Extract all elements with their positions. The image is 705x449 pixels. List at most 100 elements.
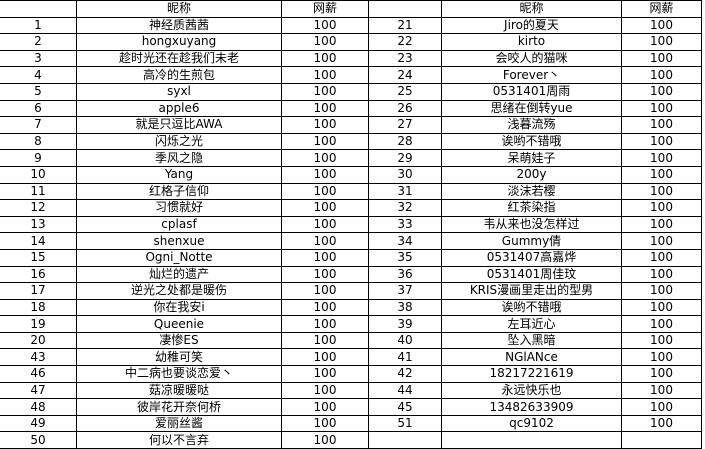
index-cell[interactable]: 40 xyxy=(368,331,442,350)
name-cell[interactable]: 彼岸花开奈何桥 xyxy=(76,398,282,416)
salary-cell[interactable]: 100 xyxy=(281,381,369,400)
name-cell[interactable]: shenxue xyxy=(76,232,282,250)
index-cell[interactable]: 2 xyxy=(0,33,77,51)
salary-cell[interactable]: 100 xyxy=(621,298,702,317)
name-cell[interactable]: Ogni_Notte xyxy=(76,248,282,267)
index-cell[interactable]: 34 xyxy=(368,232,442,250)
name-cell[interactable]: 你在我安i xyxy=(76,298,282,317)
index-cell[interactable]: 19 xyxy=(0,315,77,333)
name-cell[interactable]: 季风之隐 xyxy=(76,149,282,167)
salary-cell[interactable]: 100 xyxy=(621,365,702,383)
name-cell[interactable]: Jiro的夏天 xyxy=(441,16,622,35)
salary-cell[interactable]: 100 xyxy=(621,132,702,151)
name-cell[interactable]: 高冷的生煎包 xyxy=(76,66,282,84)
name-cell[interactable]: 何以不言弃 xyxy=(76,431,282,449)
index-cell[interactable]: 21 xyxy=(368,16,442,35)
name-cell[interactable]: 爱丽丝酱 xyxy=(76,414,282,433)
name-cell[interactable]: 菇凉暖暖哒 xyxy=(76,381,282,400)
index-cell[interactable]: 47 xyxy=(0,381,77,400)
salary-cell[interactable]: 100 xyxy=(281,132,369,151)
name-cell[interactable]: 逆光之处都是暖伤 xyxy=(76,282,282,300)
name-cell[interactable]: 中二病也要谈恋爱丶 xyxy=(76,365,282,383)
index-cell[interactable]: 3 xyxy=(0,49,77,68)
salary-cell[interactable]: 100 xyxy=(281,82,369,101)
name-cell[interactable]: 呆萌娃子 xyxy=(441,149,622,167)
salary-cell[interactable]: 100 xyxy=(621,16,702,35)
index-cell[interactable]: 4 xyxy=(0,66,77,84)
name-cell[interactable] xyxy=(441,431,622,449)
index-cell[interactable]: 33 xyxy=(368,215,442,234)
name-cell[interactable]: 永远快乐也 xyxy=(441,381,622,400)
name-cell[interactable]: Gummy倩 xyxy=(441,232,622,250)
name-cell[interactable]: Yang xyxy=(76,165,282,184)
salary-cell[interactable]: 100 xyxy=(621,182,702,201)
salary-cell[interactable]: 100 xyxy=(281,182,369,201)
salary-cell[interactable]: 100 xyxy=(281,99,369,118)
name-cell[interactable]: kirto xyxy=(441,33,622,51)
name-cell[interactable]: KRIS漫画里走出的型男 xyxy=(441,282,622,300)
index-cell[interactable]: 14 xyxy=(0,232,77,250)
index-cell[interactable]: 13 xyxy=(0,215,77,234)
salary-cell[interactable]: 100 xyxy=(621,398,702,416)
name-cell[interactable]: 诶哟不错哦 xyxy=(441,132,622,151)
name-cell[interactable]: 坠入黑暗 xyxy=(441,331,622,350)
salary-cell[interactable]: 100 xyxy=(621,232,702,250)
salary-cell[interactable]: 100 xyxy=(621,33,702,51)
salary-cell[interactable]: 100 xyxy=(621,199,702,217)
index-cell[interactable]: 24 xyxy=(368,66,442,84)
name-cell[interactable]: cplasf xyxy=(76,215,282,234)
index-cell[interactable]: 31 xyxy=(368,182,442,201)
name-cell[interactable]: 幼稚可笑 xyxy=(76,348,282,367)
index-cell[interactable]: 30 xyxy=(368,165,442,184)
name-cell[interactable]: 淡沫若樱 xyxy=(441,182,622,201)
index-cell[interactable]: 27 xyxy=(368,116,442,134)
name-cell[interactable]: 0531407高嘉烨 xyxy=(441,248,622,267)
header-index-cell[interactable] xyxy=(368,0,442,18)
index-cell[interactable]: 32 xyxy=(368,199,442,217)
name-cell[interactable]: hongxuyang xyxy=(76,33,282,51)
index-cell[interactable]: 35 xyxy=(368,248,442,267)
name-cell[interactable]: 神经质茜茜 xyxy=(76,16,282,35)
index-cell[interactable]: 20 xyxy=(0,331,77,350)
index-cell[interactable]: 50 xyxy=(0,431,77,449)
index-cell[interactable]: 15 xyxy=(0,248,77,267)
salary-cell[interactable]: 100 xyxy=(621,282,702,300)
salary-cell[interactable]: 100 xyxy=(281,365,369,383)
salary-cell[interactable] xyxy=(621,431,702,449)
salary-cell[interactable]: 100 xyxy=(621,149,702,167)
index-cell[interactable]: 1 xyxy=(0,16,77,35)
salary-cell[interactable]: 100 xyxy=(621,315,702,333)
index-cell[interactable] xyxy=(368,431,442,449)
index-cell[interactable]: 5 xyxy=(0,82,77,101)
index-cell[interactable]: 25 xyxy=(368,82,442,101)
salary-cell[interactable]: 100 xyxy=(281,398,369,416)
name-cell[interactable]: 0531401周佳玟 xyxy=(441,265,622,284)
index-cell[interactable]: 28 xyxy=(368,132,442,151)
name-cell[interactable]: qc9102 xyxy=(441,414,622,433)
salary-cell[interactable]: 100 xyxy=(621,116,702,134)
salary-cell[interactable]: 100 xyxy=(621,348,702,367)
index-cell[interactable]: 45 xyxy=(368,398,442,416)
salary-cell[interactable]: 100 xyxy=(621,331,702,350)
index-cell[interactable]: 48 xyxy=(0,398,77,416)
name-cell[interactable]: 0531401周雨 xyxy=(441,82,622,101)
index-cell[interactable]: 38 xyxy=(368,298,442,317)
name-cell[interactable]: 200y xyxy=(441,165,622,184)
salary-cell[interactable]: 100 xyxy=(281,66,369,84)
name-cell[interactable]: Queenie xyxy=(76,315,282,333)
name-cell[interactable]: NGlANce xyxy=(441,348,622,367)
index-cell[interactable]: 18 xyxy=(0,298,77,317)
index-cell[interactable]: 51 xyxy=(368,414,442,433)
name-cell[interactable]: 左耳近心 xyxy=(441,315,622,333)
salary-cell[interactable]: 100 xyxy=(281,149,369,167)
name-cell[interactable]: 闪烁之光 xyxy=(76,132,282,151)
name-cell[interactable]: 凄惨ES xyxy=(76,331,282,350)
salary-cell[interactable]: 100 xyxy=(281,232,369,250)
salary-cell[interactable]: 100 xyxy=(621,66,702,84)
index-cell[interactable]: 17 xyxy=(0,282,77,300)
name-cell[interactable]: 思绪在倒转yue xyxy=(441,99,622,118)
index-cell[interactable]: 26 xyxy=(368,99,442,118)
name-cell[interactable]: 18217221619 xyxy=(441,365,622,383)
index-cell[interactable]: 41 xyxy=(368,348,442,367)
name-cell[interactable]: 诶哟不错哦 xyxy=(441,298,622,317)
